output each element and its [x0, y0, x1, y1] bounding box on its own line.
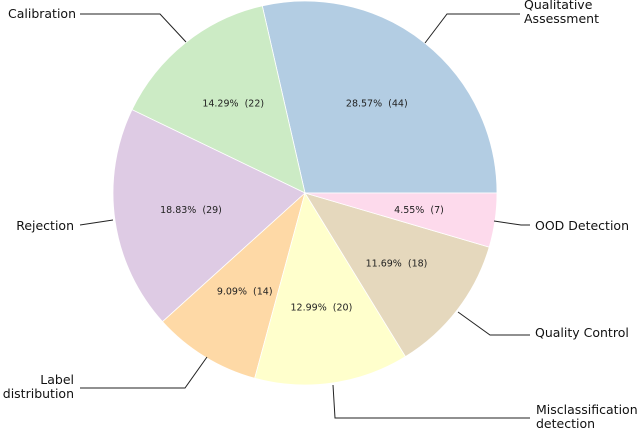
percent-label-misclassification-detection: 12.99% (20) — [291, 303, 353, 314]
pie-slice-label-distribution — [161, 191, 306, 379]
leader-line-rejection — [79, 219, 114, 226]
category-label-misclassification-detection: Misclassification detection — [536, 402, 638, 431]
percent-labels: 28.57% (44) 14.29% (22) 18.83% (29) 9.09% (… — [160, 98, 444, 313]
category-label-qualitative-assessment: Qualitative Assessment — [524, 0, 599, 26]
category-label-calibration: Calibration — [8, 6, 76, 21]
percent-label-label-distribution: 9.09% (14) — [217, 287, 273, 298]
percent-label-rejection: 18.83% (29) — [160, 205, 222, 216]
category-label-rejection: Rejection — [16, 218, 74, 233]
leader-line-label-distribution — [80, 356, 208, 389]
leader-lines — [79, 13, 530, 419]
leader-line-quality-control — [457, 311, 530, 336]
percent-label-qualitative-assessment: 28.57% (44) — [346, 98, 408, 109]
pie-slice-qualitative-assessment — [261, 0, 498, 194]
pie-slice-ood-detection — [304, 192, 498, 248]
leader-line-misclassification-detection — [332, 384, 530, 419]
pie-slices — [112, 0, 498, 386]
leader-line-calibration — [80, 13, 187, 43]
percent-label-ood-detection: 4.55% (7) — [394, 205, 444, 216]
category-label-ood-detection: OOD Detection — [535, 218, 629, 233]
category-label-label-distribution: Label distribution — [3, 372, 74, 401]
category-label-quality-control: Quality Control — [535, 325, 629, 340]
pie-slice-misclassification-detection — [254, 192, 407, 386]
pie-slice-calibration — [131, 5, 306, 194]
percent-label-quality-control: 11.69% (18) — [366, 259, 428, 270]
leader-line-ood-detection — [493, 220, 530, 226]
leader-line-qualitative-assessment — [424, 13, 520, 44]
percent-label-calibration: 14.29% (22) — [202, 98, 264, 109]
pie-slice-rejection — [112, 109, 306, 323]
category-labels: Qualitative Assessment Calibration Rejectio… — [3, 0, 638, 431]
